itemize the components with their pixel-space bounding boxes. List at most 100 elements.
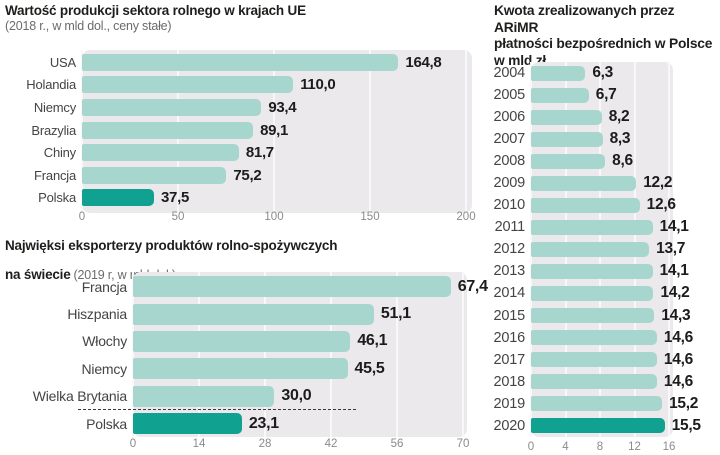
tick-label: 12: [628, 441, 641, 453]
bar: [133, 276, 451, 298]
value-label: 164,8: [405, 53, 442, 71]
bar-rows: USA 164,8 Holandia 110,0 Niemcy 93,4 Brazylia 8…: [0, 51, 480, 209]
bar-row: 2014 14,2: [480, 282, 720, 304]
value-label: 12,2: [643, 174, 673, 192]
bar-row: Francja 75,2: [0, 164, 480, 187]
category-label: 2019: [493, 395, 526, 412]
category-label: Francja: [34, 167, 76, 183]
tick-label: 150: [360, 211, 380, 223]
category-label: Niemcy: [33, 99, 76, 115]
category-label: 2016: [493, 329, 526, 346]
bar-row: Francja 67,4: [0, 273, 488, 300]
x-axis: 0 50 100 150 200: [0, 211, 480, 225]
bar: [82, 98, 262, 116]
bar-row: USA 164,8: [0, 51, 480, 74]
value-label: 14,6: [663, 328, 693, 346]
category-label: Francja: [81, 278, 127, 295]
bar: [531, 352, 657, 368]
value-label: 12,6: [646, 196, 676, 214]
tick-label: 28: [258, 438, 272, 450]
category-label: 2004: [493, 65, 526, 82]
category-label: 2005: [493, 87, 526, 104]
poland-separator-dashed-line: [78, 408, 356, 410]
value-label: 14,1: [659, 218, 689, 236]
bar: [133, 330, 351, 352]
chart-agri-production-value: Wartość produkcji sektora rolnego w kraj…: [0, 0, 480, 236]
category-label: USA: [49, 54, 76, 70]
bar-row: Chiny 81,7: [0, 141, 480, 164]
category-label: 2006: [493, 109, 526, 126]
bar-row: 2008 8,6: [480, 150, 720, 172]
tick-label: 70: [456, 438, 470, 450]
bar-row: 2015 14,3: [480, 305, 720, 327]
category-label: Hiszpania: [67, 306, 127, 323]
category-label: Holandia: [26, 77, 76, 93]
bar-row: 2010 12,6: [480, 194, 720, 216]
tick-label: 56: [390, 438, 404, 450]
bar-row: 2012 13,7: [480, 238, 720, 260]
category-label: 2013: [493, 263, 526, 280]
bar: [133, 303, 374, 325]
category-label: Brazylia: [31, 122, 76, 138]
bar-row: 2006 8,2: [480, 106, 720, 128]
bar: [531, 109, 602, 125]
value-label: 93,4: [268, 98, 297, 116]
tick-label: 100: [264, 211, 284, 223]
chart-agrifood-exporters: Najwięksi eksporterzy produktów rolno-sp…: [0, 236, 488, 450]
category-label: Polska: [38, 190, 76, 206]
x-axis: 0 14 28 42 56 70: [0, 438, 480, 452]
value-label: 23,1: [248, 414, 279, 432]
tick-label: 0: [78, 211, 86, 223]
bar-rows: 2004 6,3 2005 6,7 2006 8,2 2007 8,3 2008 8,6 2009 1…: [480, 62, 720, 437]
bar-row: Polska 37,5: [0, 187, 480, 210]
value-label: 46,1: [357, 332, 388, 350]
value-label: 14,6: [663, 350, 693, 368]
tick-label: 14: [192, 438, 206, 450]
bar: [133, 385, 275, 407]
value-label: 110,0: [300, 76, 336, 94]
gridline: [330, 272, 332, 437]
category-label: 2020: [493, 417, 526, 434]
bar: [531, 374, 657, 390]
bar: [133, 358, 348, 380]
bar-row: Polska 23,1: [0, 410, 480, 437]
category-label: 2010: [493, 197, 526, 214]
chart-subtitle: (2018 r., w mld dol., ceny stałe): [5, 19, 172, 33]
tick-label: 200: [456, 211, 476, 223]
bar: [531, 131, 603, 147]
bar: [531, 153, 606, 169]
bar-highlight: [531, 418, 665, 434]
gridline: [369, 50, 371, 213]
plot-area: [132, 272, 467, 437]
bar: [531, 65, 586, 81]
bar-row: 2018 14,6: [480, 371, 720, 393]
bar-highlight: [133, 413, 242, 435]
category-label: 2008: [493, 153, 526, 170]
value-label: 75,2: [233, 166, 262, 184]
tick-label: 8: [596, 441, 604, 453]
category-label: 2018: [493, 373, 526, 390]
value-label: 14,6: [663, 372, 693, 390]
value-label: 15,2: [669, 394, 699, 412]
gridline: [396, 272, 398, 437]
value-label: 8,3: [609, 130, 631, 148]
value-label: 45,5: [354, 359, 385, 377]
bar-row: Holandia 110,0: [0, 74, 480, 97]
bar-row: Włochy 46,1: [0, 328, 480, 355]
gridline: [132, 272, 134, 437]
tick-label: 4: [562, 441, 569, 453]
bar: [82, 144, 239, 162]
chart-arimr-direct-payments: Kwota zrealizowanych przez ARiMR płatnoś…: [480, 0, 720, 453]
bar-row: Niemcy 93,4: [0, 96, 480, 119]
value-label: 89,1: [260, 121, 289, 139]
bar-row: 2013 14,1: [480, 260, 720, 282]
value-label: 30,0: [281, 387, 312, 405]
gridline: [465, 50, 467, 213]
bar-row: Brazylia 89,1: [0, 119, 480, 142]
value-label: 14,3: [661, 306, 691, 324]
chart-title: Wartość produkcji sektora rolnego w kraj…: [5, 3, 306, 18]
category-label: Wielka Brytania: [32, 388, 127, 405]
bar: [531, 330, 657, 346]
category-label: 2012: [493, 241, 526, 258]
category-label: Niemcy: [81, 360, 128, 377]
